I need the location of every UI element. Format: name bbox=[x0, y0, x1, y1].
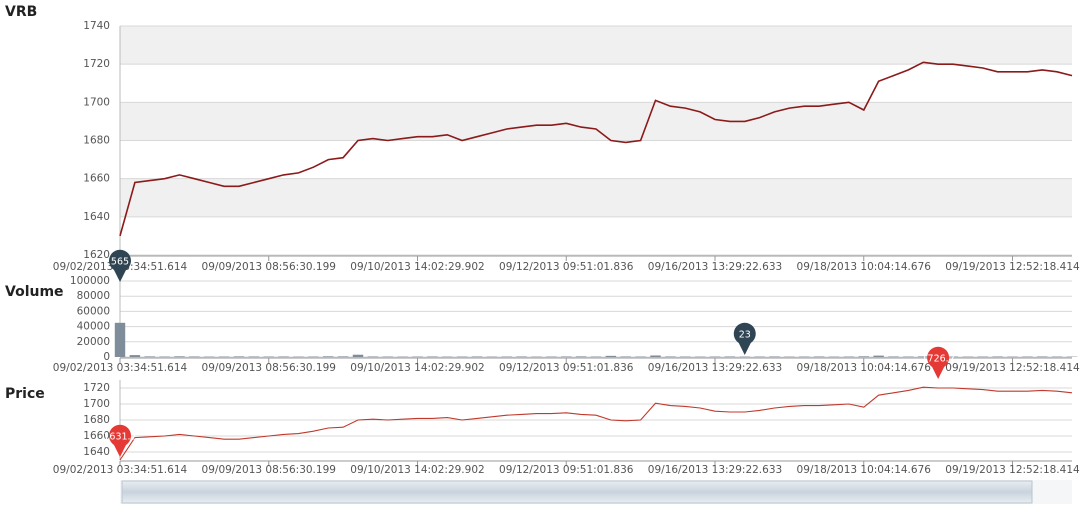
volume-bar bbox=[665, 356, 676, 357]
volume-bar bbox=[337, 356, 349, 357]
y-tick-label: 1640 bbox=[83, 211, 110, 223]
volume-bar bbox=[992, 356, 1003, 357]
volume-bar bbox=[248, 356, 260, 357]
x-tick-label: 09/12/2013 09:51:01.836 bbox=[499, 261, 634, 273]
y-tick-label: 1740 bbox=[83, 20, 110, 32]
plot-band bbox=[120, 102, 1072, 141]
x-tick-label: 09/12/2013 09:51:01.836 bbox=[499, 362, 634, 374]
volume-bar bbox=[427, 356, 438, 357]
panel-title: Price bbox=[5, 386, 45, 402]
volume-bar bbox=[650, 355, 661, 357]
y-tick-label: 0 bbox=[103, 351, 110, 363]
volume-bar bbox=[1037, 356, 1048, 357]
volume-bar bbox=[352, 354, 364, 357]
y-tick-label: 1660 bbox=[83, 430, 110, 442]
volume-bar bbox=[769, 356, 780, 357]
x-tick-label: 09/19/2013 12:52:18.414 bbox=[945, 362, 1080, 374]
x-tick-label: 09/18/2013 10:04:14.676 bbox=[797, 362, 932, 374]
flag-label: 565 bbox=[111, 257, 129, 268]
flag-label: 1631.2 bbox=[103, 432, 136, 443]
x-tick-label: 09/10/2013 14:02:29.902 bbox=[350, 464, 484, 476]
volume-bar bbox=[189, 356, 200, 357]
flag-marker bbox=[109, 249, 132, 282]
x-tick-label: 09/09/2013 08:56:30.199 bbox=[202, 261, 336, 273]
flag-label: 1726.2 bbox=[922, 354, 955, 365]
volume-bar bbox=[323, 356, 334, 357]
volume-bar bbox=[605, 355, 617, 357]
y-tick-label: 1660 bbox=[83, 173, 110, 185]
volume-bar bbox=[873, 355, 884, 357]
volume-bar bbox=[724, 356, 736, 357]
volume-bar bbox=[813, 356, 825, 357]
volume-bar bbox=[174, 356, 185, 357]
volume-bar bbox=[144, 356, 155, 357]
volume-bar bbox=[367, 356, 379, 357]
x-tick-label: 09/18/2013 10:04:14.676 bbox=[797, 261, 932, 273]
x-tick-label: 09/10/2013 14:02:29.902 bbox=[350, 362, 484, 374]
x-tick-label: 09/16/2013 13:29:22.633 bbox=[648, 362, 782, 374]
y-tick-label: 1640 bbox=[83, 446, 110, 458]
x-tick-label: 09/16/2013 13:29:22.633 bbox=[648, 464, 782, 476]
y-tick-label: 1680 bbox=[83, 135, 110, 147]
flag-marker bbox=[733, 322, 756, 355]
y-tick-label: 1620 bbox=[83, 249, 110, 261]
y-tick-label: 1680 bbox=[83, 414, 110, 426]
volume-bar bbox=[620, 356, 631, 357]
volume-bar bbox=[278, 356, 289, 357]
x-tick-label: 09/02/2013 03:34:51.614 bbox=[53, 362, 188, 374]
panel-title: Volume bbox=[5, 284, 64, 300]
x-tick-label: 09/09/2013 08:56:30.199 bbox=[202, 464, 336, 476]
price-line bbox=[119, 386, 1073, 461]
y-tick-label: 40000 bbox=[77, 321, 110, 333]
plot-band bbox=[120, 26, 1072, 65]
y-tick-label: 20000 bbox=[77, 336, 110, 348]
volume-bar bbox=[129, 355, 141, 357]
x-tick-label: 09/18/2013 10:04:14.676 bbox=[797, 464, 932, 476]
x-tick-label: 09/16/2013 13:29:22.633 bbox=[648, 261, 782, 273]
volume-bar bbox=[516, 356, 527, 357]
y-tick-label: 80000 bbox=[77, 290, 110, 302]
y-tick-label: 1720 bbox=[83, 382, 110, 394]
flag-label: 23 bbox=[739, 330, 751, 341]
plot-band bbox=[120, 178, 1072, 217]
x-tick-label: 09/19/2013 12:52:18.414 bbox=[945, 261, 1080, 273]
x-tick-label: 09/12/2013 09:51:01.836 bbox=[499, 464, 634, 476]
panel-title: VRB bbox=[5, 4, 37, 20]
navigator-handle[interactable] bbox=[121, 480, 1033, 504]
y-tick-label: 1700 bbox=[83, 398, 110, 410]
volume-bar bbox=[575, 356, 587, 357]
y-tick-label: 1720 bbox=[83, 58, 110, 70]
x-tick-label: 09/02/2013 03:34:51.614 bbox=[53, 464, 188, 476]
volume-bar bbox=[233, 356, 245, 357]
volume-bar bbox=[471, 356, 483, 357]
flag-marker bbox=[109, 424, 132, 457]
volume-bar bbox=[918, 356, 929, 357]
volume-bar bbox=[858, 356, 869, 357]
y-tick-label: 60000 bbox=[77, 305, 110, 317]
price-line bbox=[119, 61, 1073, 237]
volume-bar bbox=[561, 356, 572, 357]
y-tick-label: 1700 bbox=[83, 96, 110, 108]
flag-marker bbox=[927, 346, 950, 379]
x-tick-label: 09/19/2013 12:52:18.414 bbox=[945, 464, 1080, 476]
volume-bar bbox=[114, 322, 126, 357]
x-tick-label: 09/09/2013 08:56:30.199 bbox=[202, 362, 336, 374]
y-tick-label: 100000 bbox=[70, 275, 110, 287]
x-tick-label: 09/10/2013 14:02:29.902 bbox=[350, 261, 484, 273]
volume-bar bbox=[888, 356, 899, 357]
